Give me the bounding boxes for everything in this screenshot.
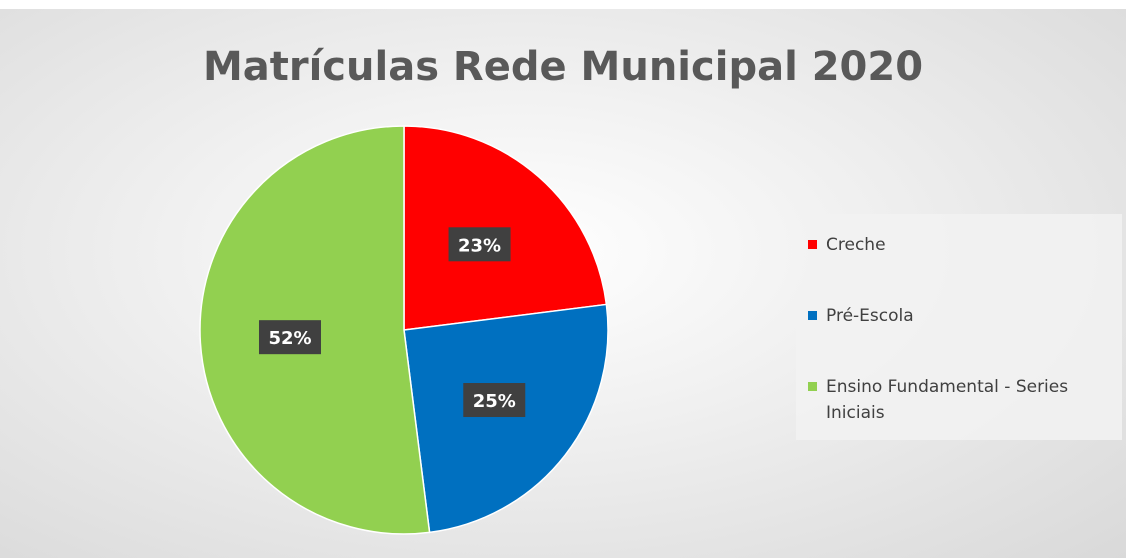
legend-label-ensino-fundamental: Ensino Fundamental - Series Iniciais xyxy=(826,377,1069,423)
data-label-box-ensino-fundamental xyxy=(258,320,321,355)
legend-item-creche: Creche xyxy=(808,232,1108,258)
legend-label-pre-escola: Pré-Escola xyxy=(826,306,914,326)
data-label-ensino-fundamental: 52% xyxy=(258,320,321,355)
data-label-text-ensino-fundamental: 52% xyxy=(268,328,311,349)
legend-swatch-pre-escola xyxy=(808,311,817,320)
legend-item-ensino-fundamental: Ensino Fundamental - Series Iniciais xyxy=(808,374,1108,426)
data-label-creche: 23% xyxy=(448,227,511,262)
data-label-text-pre-escola: 25% xyxy=(473,391,516,412)
data-label-pre-escola: 25% xyxy=(463,383,526,418)
pie-slice-pre-escola xyxy=(403,303,609,534)
legend: Creche Pré-Escola Ensino Fundamental - S… xyxy=(796,214,1122,440)
top-strip xyxy=(0,0,1126,9)
data-label-box-creche xyxy=(448,227,511,262)
legend-swatch-ensino-fundamental xyxy=(808,382,817,391)
data-label-box-pre-escola xyxy=(463,383,526,418)
pie-data-labels: 23% 25% 52% xyxy=(258,227,526,418)
pie-slices xyxy=(199,125,609,535)
legend-label-creche: Creche xyxy=(826,235,886,255)
data-label-text-creche: 23% xyxy=(458,235,501,256)
legend-swatch-creche xyxy=(808,240,817,249)
legend-item-pre-escola: Pré-Escola xyxy=(808,303,1108,329)
chart-title: Matrículas Rede Municipal 2020 xyxy=(202,44,924,90)
